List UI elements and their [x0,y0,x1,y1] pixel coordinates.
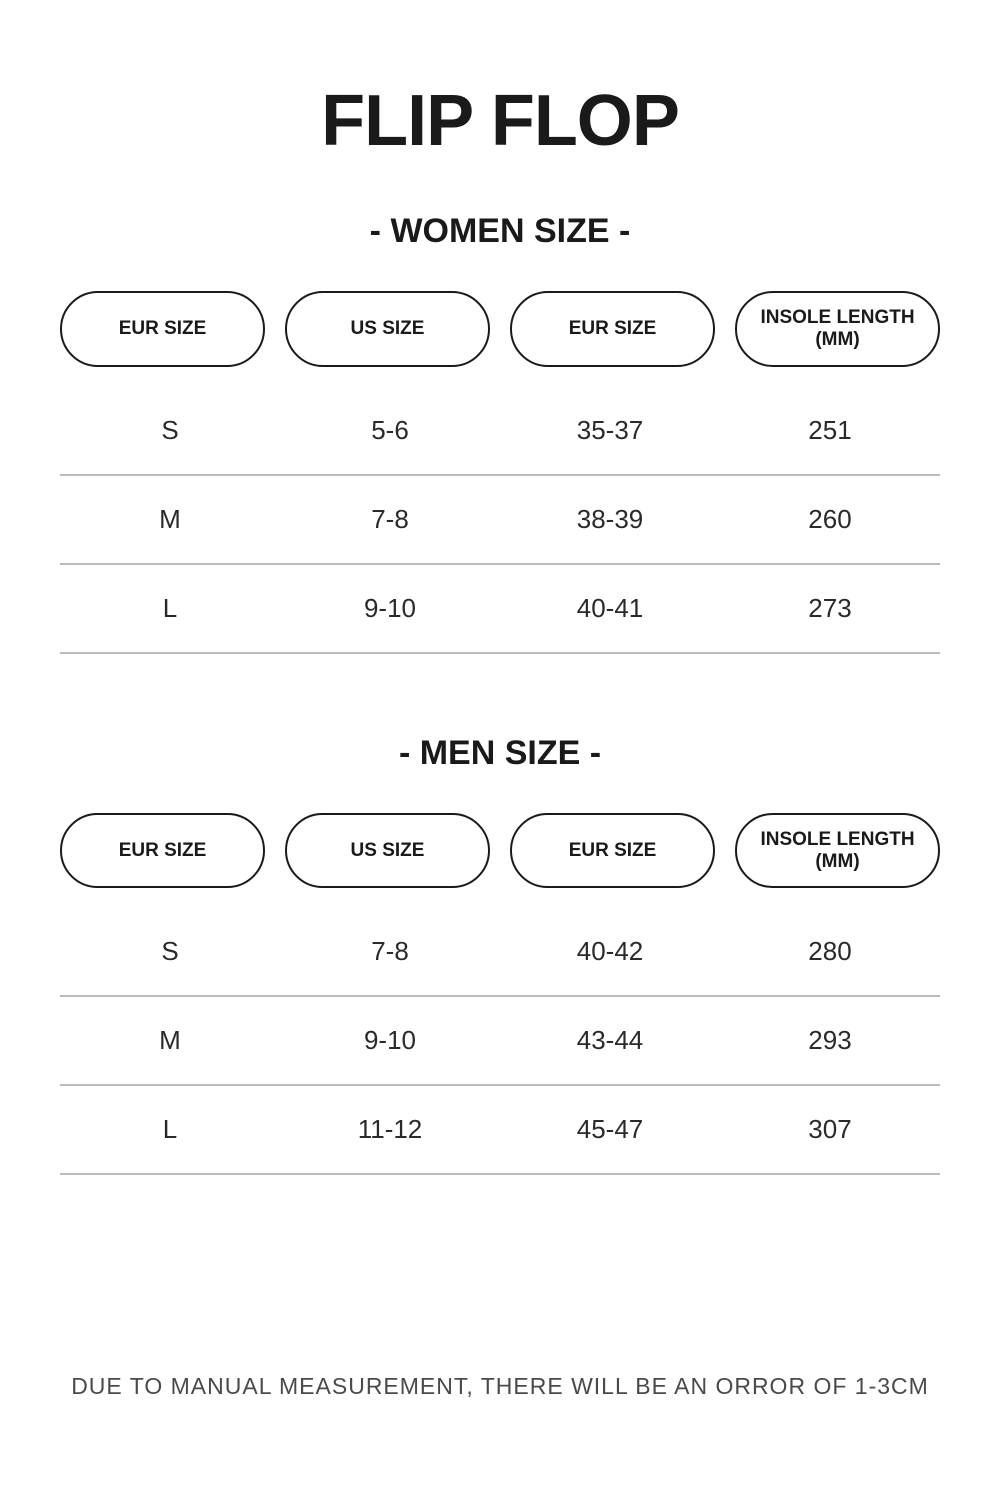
cell: 45-47 [500,1114,720,1145]
cell: L [60,593,280,624]
column-header: US SIZE [285,291,490,367]
cell: 35-37 [500,415,720,446]
cell: 7-8 [280,936,500,967]
cell: 260 [720,504,940,535]
cell: 273 [720,593,940,624]
measurement-footnote: DUE TO MANUAL MEASUREMENT, THERE WILL BE… [71,1373,929,1460]
column-header: EUR SIZE [510,813,715,889]
cell: 307 [720,1114,940,1145]
cell: 40-41 [500,593,720,624]
column-header: EUR SIZE [60,813,265,889]
column-header: EUR SIZE [60,291,265,367]
cell: 11-12 [280,1114,500,1145]
cell: 293 [720,1025,940,1056]
column-header: INSOLE LENGTH (MM) [735,291,940,367]
cell: S [60,415,280,446]
cell: M [60,504,280,535]
women-size-table: EUR SIZE US SIZE EUR SIZE INSOLE LENGTH … [60,291,940,654]
men-size-table: EUR SIZE US SIZE EUR SIZE INSOLE LENGTH … [60,813,940,1176]
table-row: L 9-10 40-41 273 [60,565,940,654]
table-row: M 7-8 38-39 260 [60,476,940,565]
cell: M [60,1025,280,1056]
column-header: INSOLE LENGTH (MM) [735,813,940,889]
table-row: L 11-12 45-47 307 [60,1086,940,1175]
cell: 251 [720,415,940,446]
page-title: FLIP FLOP [321,80,679,162]
cell: 7-8 [280,504,500,535]
table-row: S 7-8 40-42 280 [60,908,940,997]
cell: 38-39 [500,504,720,535]
cell: 43-44 [500,1025,720,1056]
men-section-heading: - MEN SIZE - [399,734,601,773]
table-row: S 5-6 35-37 251 [60,387,940,476]
cell: 5-6 [280,415,500,446]
cell: S [60,936,280,967]
column-header: EUR SIZE [510,291,715,367]
cell: 9-10 [280,1025,500,1056]
cell: 280 [720,936,940,967]
cell: 9-10 [280,593,500,624]
cell: L [60,1114,280,1145]
women-table-header: EUR SIZE US SIZE EUR SIZE INSOLE LENGTH … [60,291,940,367]
cell: 40-42 [500,936,720,967]
men-table-header: EUR SIZE US SIZE EUR SIZE INSOLE LENGTH … [60,813,940,889]
women-section-heading: - WOMEN SIZE - [370,212,631,251]
table-row: M 9-10 43-44 293 [60,997,940,1086]
column-header: US SIZE [285,813,490,889]
